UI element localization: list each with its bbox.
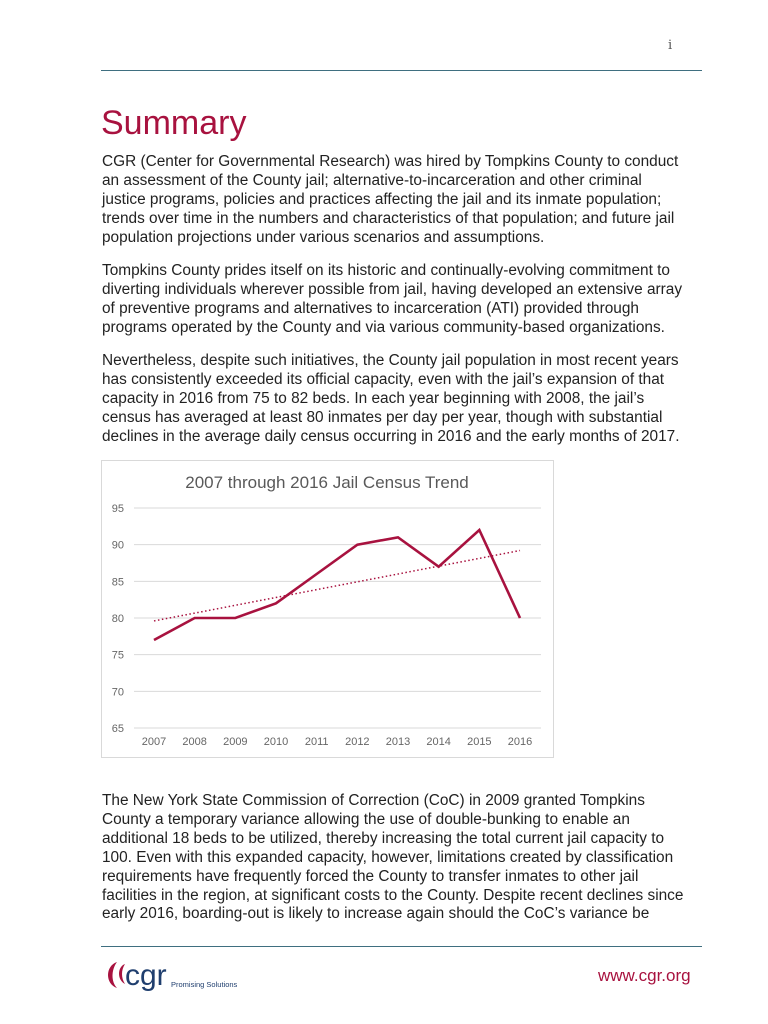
page-number: i <box>668 38 673 53</box>
y-tick-label: 70 <box>112 686 124 698</box>
x-tick-label: 2014 <box>426 736 450 748</box>
chart-svg: 2007 through 2016 Jail Census Trend 65 70 7… <box>112 473 541 748</box>
series-line <box>153 527 522 642</box>
text-line: an assessment of the County jail; altern… <box>102 171 642 189</box>
footer-url-link[interactable]: www.cgr.org <box>598 966 691 985</box>
x-tick-label: 2010 <box>264 736 288 748</box>
y-tick-label: 95 <box>112 503 124 515</box>
text-line: Nevertheless, despite such initiatives, … <box>102 352 679 369</box>
x-tick-label: 2016 <box>508 736 532 748</box>
text-line: early 2016, boarding-out is likely to in… <box>102 905 650 923</box>
text-line: 100. Even with this expanded capacity, h… <box>102 848 674 866</box>
text-line: requirements have frequently forced the … <box>102 867 639 885</box>
text-line: facilities in the region, at significant… <box>102 886 684 904</box>
text-line: additional 18 beds to be utilized, there… <box>102 829 665 847</box>
paragraph-coc: The New York State Commission of Correct… <box>102 792 683 924</box>
text-line: has consistently exceeded its official c… <box>102 370 665 388</box>
paragraph-commitment: Tompkins County prides itself on its his… <box>102 262 682 338</box>
y-tick-label: 65 <box>112 723 124 735</box>
text-line: diverting individuals wherever possible … <box>102 280 683 298</box>
x-tick-label: 2011 <box>305 736 329 748</box>
text-line: The New York State Commission of Correct… <box>102 792 645 809</box>
x-tick-label: 2012 <box>345 736 369 748</box>
text-line: population projections under various sce… <box>102 228 545 246</box>
x-tick-label: 2007 <box>142 736 166 748</box>
x-tick-label: 2009 <box>223 736 247 748</box>
paragraph-intro: CGR (Center for Governmental Research) w… <box>102 153 678 248</box>
header-rule <box>101 70 702 71</box>
text-line: County a temporary variance allowing the… <box>102 810 630 828</box>
x-tick-label: 2013 <box>386 736 410 748</box>
x-tick-label: 2008 <box>182 736 206 748</box>
y-tick-label: 75 <box>112 650 124 662</box>
paragraph-census: Nevertheless, despite such initiatives, … <box>102 352 680 447</box>
text-line: justice programs, policies and practices… <box>102 190 662 208</box>
footer-rule <box>101 946 702 947</box>
text-line: programs operated by the County and via … <box>102 318 665 336</box>
trendline <box>153 549 521 622</box>
page-title: Summary <box>101 104 247 142</box>
x-tick-label: 2015 <box>467 736 491 748</box>
text-line: of preventive programs and alternatives … <box>102 299 639 317</box>
text-line: Tompkins County prides itself on its his… <box>102 262 670 279</box>
y-tick-label: 85 <box>112 576 124 588</box>
svg-text:cgr: cgr <box>125 959 167 992</box>
cgr-logo: cgr Promising Solutions <box>103 958 273 997</box>
text-line: census has averaged at least 80 inmates … <box>102 408 663 426</box>
y-tick-label: 90 <box>112 540 124 552</box>
text-line: capacity in 2016 from 75 to 82 beds. In … <box>102 389 645 407</box>
svg-text:Promising Solutions: Promising Solutions <box>171 980 238 989</box>
y-tick-label: 80 <box>112 613 124 625</box>
jail-census-chart: 2007 through 2016 Jail Census Trend 65 70 7… <box>101 460 554 758</box>
text-line: declines in the average daily census occ… <box>102 427 680 445</box>
chart-title: 2007 through 2016 Jail Census Trend <box>185 473 469 492</box>
text-line: CGR (Center for Governmental Research) w… <box>102 153 679 170</box>
text-line: trends over time in the numbers and char… <box>102 209 675 227</box>
